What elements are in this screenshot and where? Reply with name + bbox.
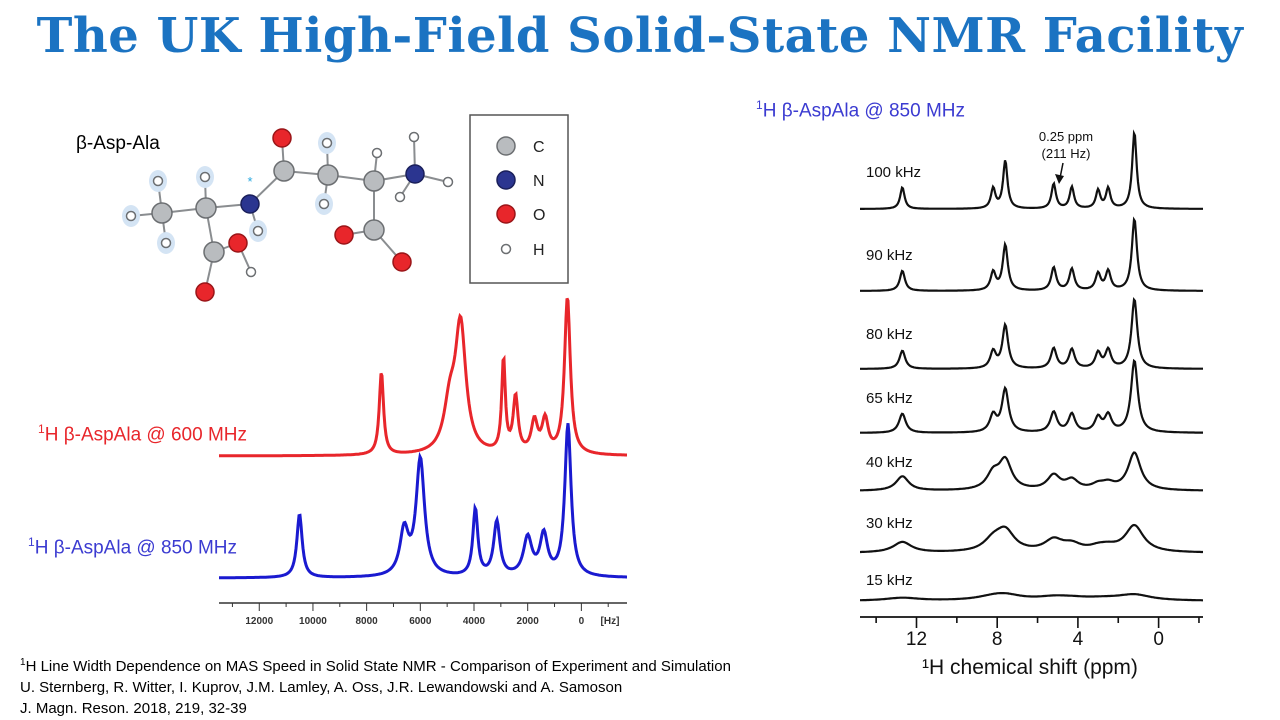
left-tick-label: 6000 bbox=[409, 616, 432, 627]
left-tick-label: [Hz] bbox=[601, 616, 620, 627]
spectrum-850-label-sup: 1 bbox=[28, 535, 35, 549]
reference-title: H Line Width Dependence on MAS Speed in … bbox=[25, 658, 731, 675]
right-traces: 100 kHz 90 kHz 80 kHz 65 kHz 40 kHz 30 kHz 15 … bbox=[860, 129, 1203, 602]
legend-oxygen-swatch bbox=[496, 204, 516, 224]
reference-line-2: U. Sternberg, R. Witter, I. Kuprov, J.M.… bbox=[20, 679, 623, 696]
legend-nitrogen-swatch bbox=[496, 170, 516, 190]
nitrogen-marker: * bbox=[247, 174, 252, 189]
reference-line-1: 1H Line Width Dependence on MAS Speed in… bbox=[20, 652, 731, 677]
trace-80-khz bbox=[860, 297, 1203, 370]
nitrogen-atoms bbox=[240, 164, 425, 214]
series-line-600mhz bbox=[219, 297, 627, 458]
legend-hydrogen-label: H bbox=[533, 242, 545, 259]
left-tick-label: 0 bbox=[579, 616, 585, 627]
molecule-label: β-Asp-Ala bbox=[76, 133, 160, 154]
left-x-ticks: 12000 10000 8000 6000 4000 2000 0 [Hz] bbox=[231, 603, 620, 627]
trace-100-khz bbox=[860, 129, 1203, 210]
right-x-ticks: 12 8 4 0 bbox=[875, 617, 1200, 650]
legend-nitrogen-label: N bbox=[533, 173, 545, 190]
right-panel-label-sup: 1 bbox=[756, 98, 763, 112]
trace-label-30-khz: 30 kHz bbox=[866, 515, 913, 532]
trace-15-khz bbox=[860, 592, 1203, 602]
spectrum-850-label-text: H β-AspAla @ 850 MHz bbox=[34, 537, 238, 559]
right-tick-label: 8 bbox=[992, 629, 1003, 650]
trace-90-khz bbox=[860, 216, 1203, 292]
left-tick-label: 10000 bbox=[299, 616, 327, 627]
molecule-diagram: * C N O H bbox=[122, 114, 569, 302]
reference-block: 1H Line Width Dependence on MAS Speed in… bbox=[20, 652, 731, 719]
left-tick-label: 12000 bbox=[245, 616, 273, 627]
trace-40-khz bbox=[860, 451, 1203, 492]
annotation-line2: (211 Hz) bbox=[1042, 146, 1091, 161]
spectrum-600-label: 1H β-AspAla @ 600 MHz bbox=[38, 422, 247, 446]
trace-label-80-khz: 80 kHz bbox=[866, 326, 913, 343]
page-title: The UK High-Field Solid-State NMR Facili… bbox=[36, 8, 1244, 64]
trace-label-90-khz: 90 kHz bbox=[866, 247, 913, 264]
annotation-arrow bbox=[1055, 162, 1064, 184]
trace-label-15-khz: 15 kHz bbox=[866, 572, 913, 589]
legend-carbon-label: C bbox=[533, 139, 545, 156]
spectrum-600-label-text: H β-AspAla @ 600 MHz bbox=[44, 424, 248, 446]
legend-carbon-swatch bbox=[496, 136, 516, 156]
trace-label-100-khz: 100 kHz bbox=[866, 164, 921, 181]
left-spectra-chart: 12000 10000 8000 6000 4000 2000 0 [Hz] bbox=[219, 297, 627, 627]
trace-label-65-khz: 65 kHz bbox=[866, 390, 913, 407]
oxygen-atoms bbox=[195, 128, 412, 302]
right-tick-label: 12 bbox=[906, 629, 927, 650]
series-line-850mhz bbox=[219, 423, 627, 580]
atom-legend-box bbox=[469, 114, 569, 284]
carbon-atoms bbox=[151, 160, 385, 263]
trace-30-khz bbox=[860, 523, 1203, 554]
hydrogen-atoms bbox=[125, 131, 454, 278]
reference-line-3: J. Magn. Reson. 2018, 219, 32-39 bbox=[20, 700, 247, 717]
right-x-axis-label: ¹H chemical shift (ppm) bbox=[922, 656, 1138, 679]
right-panel-label: 1H β-AspAla @ 850 MHz bbox=[756, 98, 965, 122]
trace-65-khz bbox=[860, 358, 1203, 434]
right-panel-label-text: H β-AspAla @ 850 MHz bbox=[762, 100, 966, 122]
left-tick-label: 4000 bbox=[463, 616, 486, 627]
trace-label-40-khz: 40 kHz bbox=[866, 454, 913, 471]
legend-oxygen-label: O bbox=[533, 207, 545, 224]
annotation-line1: 0.25 ppm bbox=[1039, 129, 1093, 144]
left-tick-label: 2000 bbox=[517, 616, 540, 627]
left-tick-label: 8000 bbox=[356, 616, 379, 627]
right-tick-label: 4 bbox=[1073, 629, 1084, 650]
right-tick-label: 0 bbox=[1153, 629, 1164, 650]
spectrum-850-label: 1H β-AspAla @ 850 MHz bbox=[28, 535, 237, 559]
reference-sup: 1 bbox=[20, 657, 26, 668]
legend-hydrogen-swatch bbox=[500, 243, 512, 255]
spectrum-600-label-sup: 1 bbox=[38, 422, 45, 436]
